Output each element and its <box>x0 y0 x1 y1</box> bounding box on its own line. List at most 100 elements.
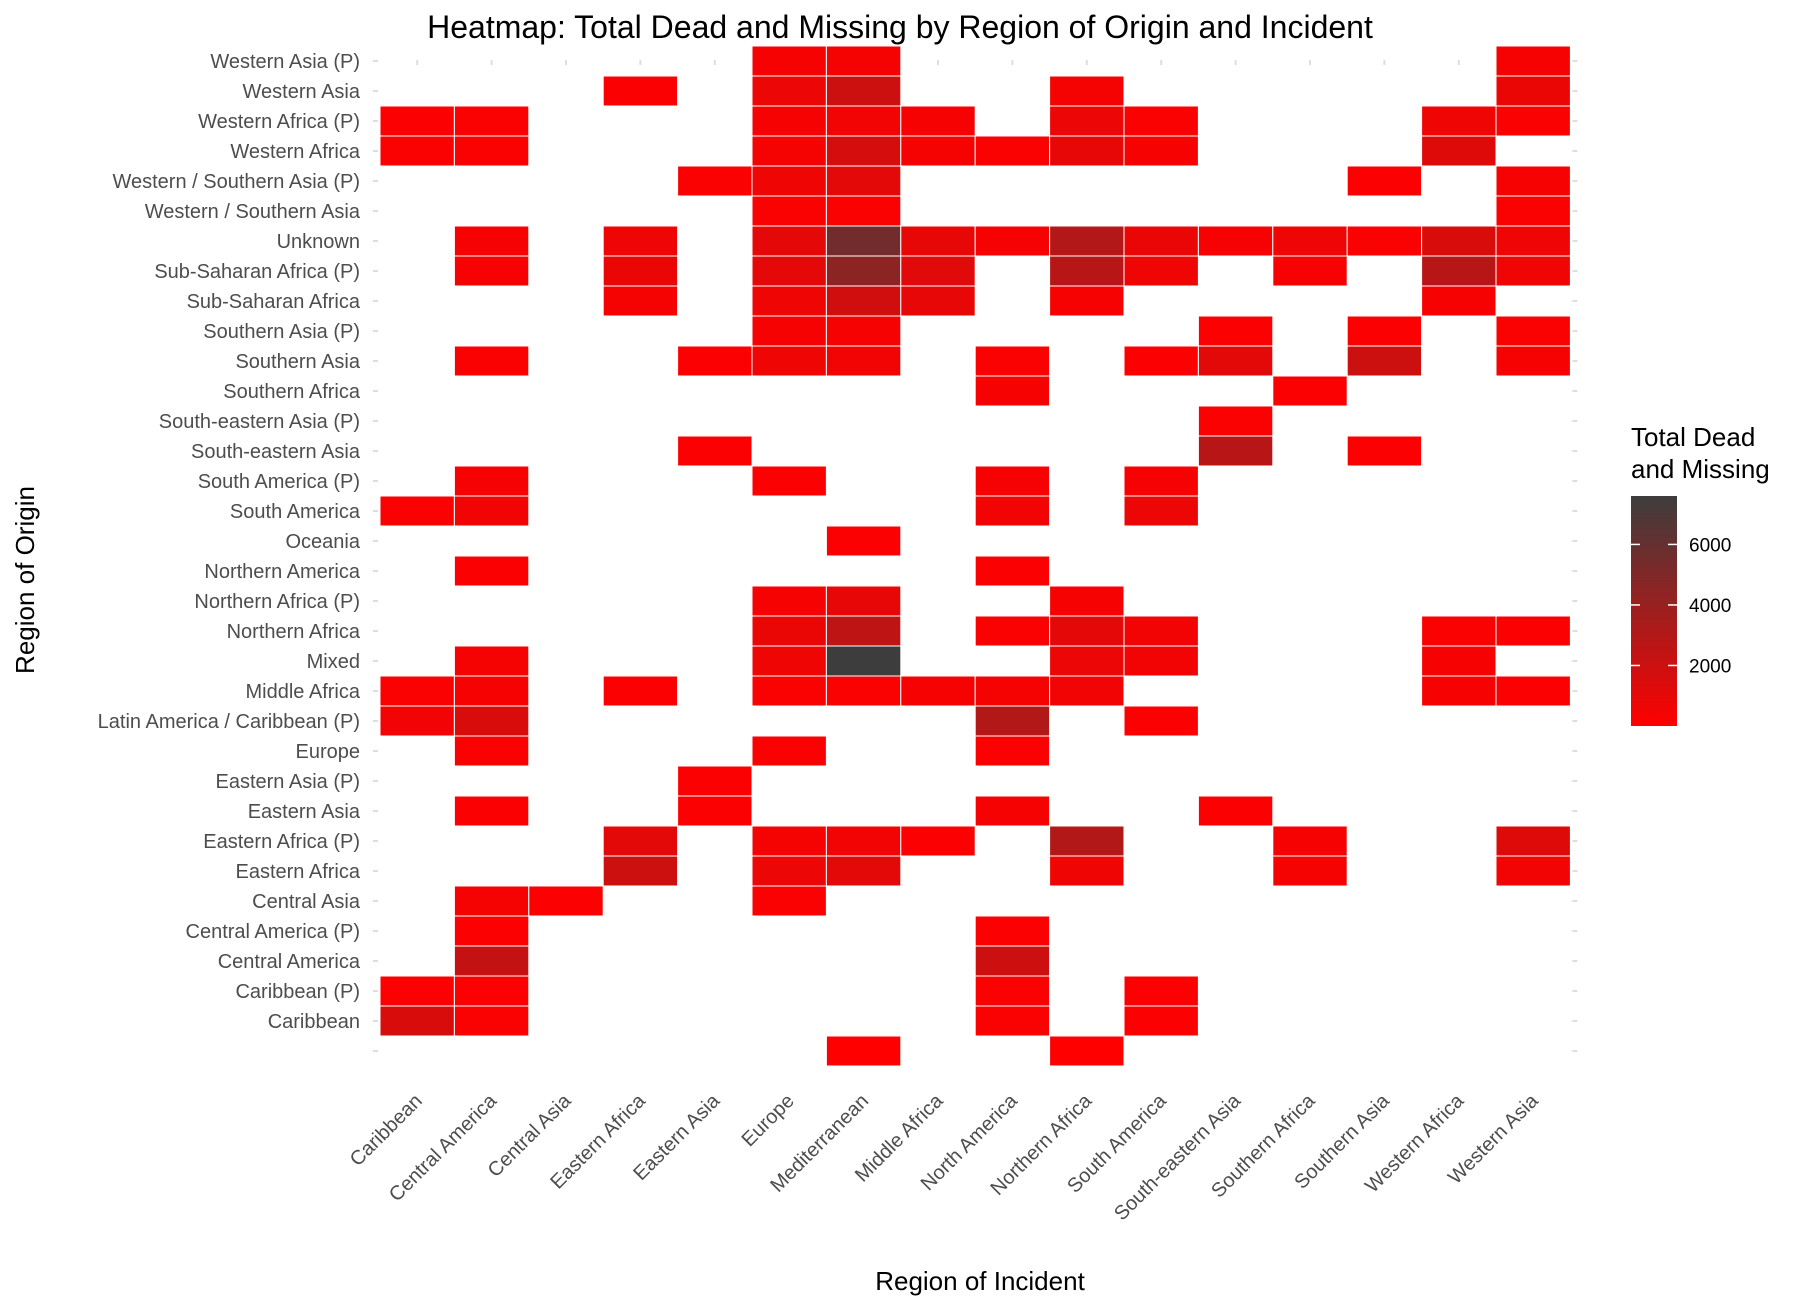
heatmap-cell <box>379 675 455 707</box>
heatmap-cell <box>751 825 827 857</box>
heatmap-cell <box>825 195 902 227</box>
heatmap-cell <box>974 465 1051 497</box>
heatmap-cell <box>751 75 827 107</box>
heatmap-cell <box>974 375 1051 407</box>
heatmap-cell <box>1123 105 1199 137</box>
y-tick-label: Caribbean (P) <box>235 981 360 1003</box>
y-tick-label: Sub-Saharan Africa (P) <box>154 261 360 283</box>
heatmap-cell <box>453 795 530 827</box>
heatmap-cell <box>1495 675 1571 707</box>
heatmap-cell <box>1272 825 1348 857</box>
heatmap-cell <box>825 75 902 107</box>
y-tick-label: Western / Southern Asia (P) <box>112 171 360 193</box>
heatmap-cell <box>1421 135 1497 167</box>
heatmap-cell <box>825 315 902 347</box>
heatmap-cell <box>1346 165 1423 197</box>
heatmap-cell <box>900 225 976 257</box>
heatmap-cell <box>453 465 530 497</box>
heatmap-cell <box>1272 225 1348 257</box>
heatmap-cell <box>1123 255 1199 287</box>
heatmap-cell <box>751 645 827 677</box>
heatmap-cell <box>825 45 902 77</box>
x-axis-title: Region of Incident <box>875 1266 1085 1296</box>
heatmap-cell <box>453 645 530 677</box>
heatmap-cell <box>751 165 827 197</box>
heatmap-cell <box>825 585 902 617</box>
heatmap-cell <box>677 345 753 377</box>
heatmap-cell <box>1346 345 1423 377</box>
y-tick-label: Eastern Africa (P) <box>203 831 360 853</box>
heatmap-cell <box>751 585 827 617</box>
heatmap-cell <box>1123 1005 1199 1037</box>
y-tick-label: Eastern Asia (P) <box>215 771 360 793</box>
heatmap-cell <box>453 675 530 707</box>
heatmap-cell <box>751 105 827 137</box>
heatmap-cell <box>1049 585 1125 617</box>
y-axis-title: Region of Origin <box>10 486 40 674</box>
heatmap-cell <box>1049 225 1125 257</box>
heatmap-cell <box>1049 645 1125 677</box>
heatmap-cell <box>825 135 902 167</box>
y-tick-label: Northern America <box>204 561 360 583</box>
heatmap-cell <box>528 885 604 917</box>
heatmap-cell <box>1049 1035 1125 1067</box>
heatmap-cell <box>751 285 827 317</box>
heatmap-cell <box>1049 105 1125 137</box>
heatmap-cell <box>677 165 753 197</box>
heatmap-cell <box>453 735 530 767</box>
heatmap-cell <box>1123 645 1199 677</box>
heatmap-cell <box>1495 105 1571 137</box>
heatmap-cell <box>379 975 455 1007</box>
heatmap-cell <box>974 135 1051 167</box>
heatmap-cell <box>974 945 1051 977</box>
y-tick-label: Europe <box>296 741 361 763</box>
heatmap-cell <box>751 135 827 167</box>
heatmap-cell <box>751 225 827 257</box>
x-tick-label: South-eastern Asia <box>1110 1089 1246 1225</box>
y-tick-label: South America <box>230 501 361 523</box>
y-tick-label: Northern Africa <box>227 621 361 643</box>
heatmap-cell <box>974 615 1051 647</box>
y-tick-label: Central America (P) <box>186 921 361 943</box>
heatmap-cell <box>974 345 1051 377</box>
heatmap-cell <box>1272 855 1348 887</box>
heatmap-cell <box>825 105 902 137</box>
heatmap-cell <box>1495 195 1571 227</box>
heatmap-cell <box>751 885 827 917</box>
heatmap-cell <box>1346 435 1423 467</box>
heatmap-cell <box>825 285 902 317</box>
heatmap-cell <box>1495 615 1571 647</box>
heatmap-cell <box>453 255 530 287</box>
y-tick-label: Western Africa <box>230 141 361 163</box>
heatmap-cell <box>974 495 1051 527</box>
heatmap-cell <box>1197 225 1274 257</box>
heatmap-cell <box>1495 225 1571 257</box>
heatmap-cell <box>379 1005 455 1037</box>
heatmap-cell <box>825 345 902 377</box>
heatmap-cell <box>974 975 1051 1007</box>
heatmap-cell <box>900 135 976 167</box>
heatmap-cell <box>379 105 455 137</box>
heatmap-cell <box>1421 255 1497 287</box>
heatmap-cell <box>974 705 1051 737</box>
heatmap-cell <box>602 255 679 287</box>
heatmap-cell <box>1421 105 1497 137</box>
heatmap-cell <box>1421 285 1497 317</box>
y-tick-label: Oceania <box>286 531 361 553</box>
y-tick-label: Central Asia <box>252 891 361 913</box>
heatmap-cell <box>453 885 530 917</box>
heatmap-cell <box>602 75 679 107</box>
heatmap-cell <box>602 825 679 857</box>
heatmap-cell <box>602 285 679 317</box>
heatmap-cell <box>1197 405 1274 437</box>
heatmap-cell <box>453 345 530 377</box>
y-tick-label: Southern Africa <box>223 381 361 403</box>
y-axis-ticks: Caribbean Caribbean (P) Central America Cen… <box>98 51 1578 1052</box>
heatmap-cell <box>677 765 753 797</box>
heatmap-cell <box>751 465 827 497</box>
heatmap-cell <box>751 195 827 227</box>
heatmap-cell <box>751 735 827 767</box>
heatmap-cell <box>453 555 530 587</box>
heatmap-cell <box>1197 345 1274 377</box>
heatmap-cell <box>751 855 827 887</box>
